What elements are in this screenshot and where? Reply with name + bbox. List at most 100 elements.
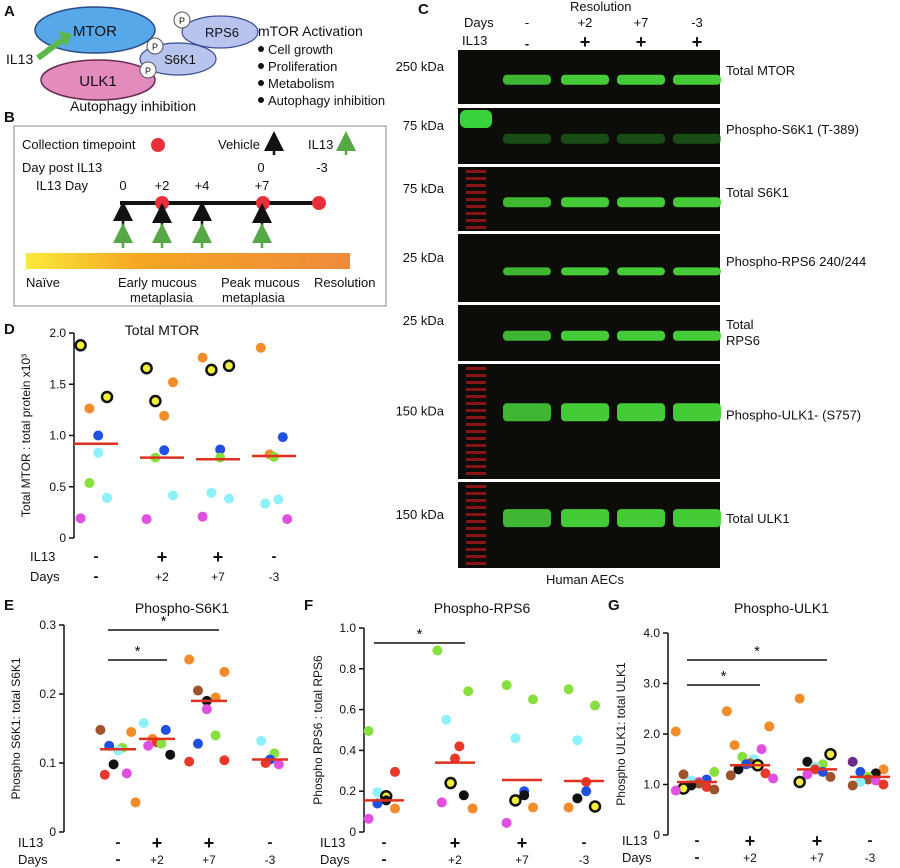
y-tick-label: 0.5	[49, 480, 66, 494]
data-point	[563, 684, 574, 695]
blot-name: Phospho-S6K1 (T-389)	[726, 122, 859, 137]
ladder-band	[466, 555, 486, 558]
data-point	[802, 769, 813, 780]
significance-star: *	[754, 643, 760, 660]
blot-strips: 250 kDa Total MTOR 75 kDa Phospho-S6K1 (T-3…	[396, 50, 866, 568]
chart-title: Phospho-RPS6	[434, 600, 531, 616]
significance-star: *	[417, 626, 423, 643]
ladder-band	[466, 520, 486, 523]
days-value: -	[94, 568, 99, 585]
ladder-band	[466, 226, 486, 229]
blot-days-value: -3	[691, 15, 703, 30]
il13-sign: +	[812, 831, 823, 851]
y-tick-label: 0.2	[39, 687, 56, 701]
rps6-ellipse	[181, 15, 259, 49]
panel-letter-f: F	[304, 597, 313, 614]
days-value: -	[382, 851, 387, 868]
y-tick-label: 3.0	[643, 677, 660, 691]
blot-band	[617, 330, 665, 341]
data-point	[138, 717, 149, 728]
ladder-band	[466, 219, 486, 222]
data-point	[436, 797, 447, 808]
data-point	[458, 790, 469, 801]
data-point	[467, 803, 478, 814]
data-point	[215, 444, 226, 455]
data-point	[725, 770, 736, 781]
blot-band	[617, 403, 665, 422]
y-tick-label: 1.0	[49, 429, 66, 443]
day-post-minus3: -3	[316, 160, 328, 175]
data-point	[847, 756, 858, 767]
panel-letter-b: B	[4, 109, 15, 126]
chart-title: Phospho-ULK1	[734, 600, 829, 616]
mtor-label: MTOR	[73, 23, 117, 40]
data-point	[509, 794, 522, 807]
panel-g: G Phospho-ULK1 0 1.0 2.0 3.0 4.0 Phospho ULK1:…	[608, 597, 890, 866]
il13-day-plus2: +2	[155, 178, 170, 193]
ladder-band	[466, 198, 486, 201]
panel-c: C Resolution Days IL13 - +2 +7 -3 - + + + 250 k…	[396, 0, 867, 587]
y-tick-label: 0	[49, 825, 56, 839]
blot-band	[617, 509, 665, 528]
blot-row: 25 kDa Phospho-RPS6 240/244	[403, 234, 866, 302]
data-point	[99, 769, 110, 780]
data-point	[802, 756, 813, 767]
ladder-band	[466, 367, 486, 370]
panel-a: A MTOR RPS6 P S6K1 P ULK1 P IL13 Autopha…	[4, 3, 385, 114]
blot-band	[503, 74, 551, 85]
row-label-il13: IL13	[320, 835, 345, 850]
ladder-band	[466, 381, 486, 384]
blot-name: Total	[726, 317, 754, 332]
row-label-il13: IL13	[18, 835, 43, 850]
data-point	[825, 771, 836, 782]
timepoint-dot	[155, 196, 169, 210]
blot-row: 75 kDa Total S6K1	[403, 167, 789, 231]
blot-days-value: -	[525, 15, 529, 30]
blot-il13-value: +	[692, 32, 703, 52]
ladder-band	[466, 423, 486, 426]
mtor-activation-title: mTOR Activation	[258, 23, 363, 39]
blot-days-value: +7	[634, 15, 649, 30]
data-point	[184, 756, 195, 767]
stage-resolution: Resolution	[314, 275, 375, 290]
data-point	[709, 784, 720, 795]
data-point	[454, 741, 465, 752]
days-value: +7	[211, 570, 225, 584]
data-point	[168, 377, 178, 388]
panel-e: E Phospho-S6K1 0 0.1 0.2 0.3 Phospho S6K1: to…	[4, 597, 288, 868]
panel-b: B Collection timepoint Vehicle IL13 Day …	[4, 109, 387, 307]
ladder-band	[466, 402, 486, 405]
days-value: -	[695, 849, 700, 866]
kda-label: 250 kDa	[396, 59, 445, 74]
blot-band	[503, 133, 551, 144]
data-point	[126, 726, 137, 737]
data-point	[501, 680, 512, 691]
blot-band	[617, 267, 665, 276]
bullet-metabolism: Metabolism	[268, 76, 334, 91]
chart-phospho-s6k1: Phospho-S6K1 0 0.1 0.2 0.3 Phospho S6K1: tota…	[9, 600, 288, 868]
data-point	[563, 802, 574, 813]
y-tick-label: 0	[653, 828, 660, 842]
data-point	[572, 793, 583, 804]
data-point	[878, 779, 889, 790]
y-tick-label: 1.0	[339, 621, 356, 635]
ladder-band	[466, 541, 486, 544]
data-point	[528, 694, 538, 705]
data-point	[444, 776, 457, 790]
y-tick-label: 0.8	[339, 662, 356, 676]
blot-band	[673, 509, 721, 528]
data-point	[824, 747, 837, 761]
blot-il13-value: +	[580, 32, 591, 52]
ulk1-label: ULK1	[79, 73, 117, 90]
days-value: -3	[269, 570, 280, 584]
blot-band	[617, 74, 665, 85]
data-point	[273, 494, 284, 505]
data-point	[701, 782, 712, 793]
y-tick-label: 0	[349, 825, 356, 839]
ladder-band	[466, 184, 486, 187]
ladder-band	[466, 416, 486, 419]
kda-label: 75 kDa	[403, 118, 445, 133]
ladder-band	[466, 458, 486, 461]
